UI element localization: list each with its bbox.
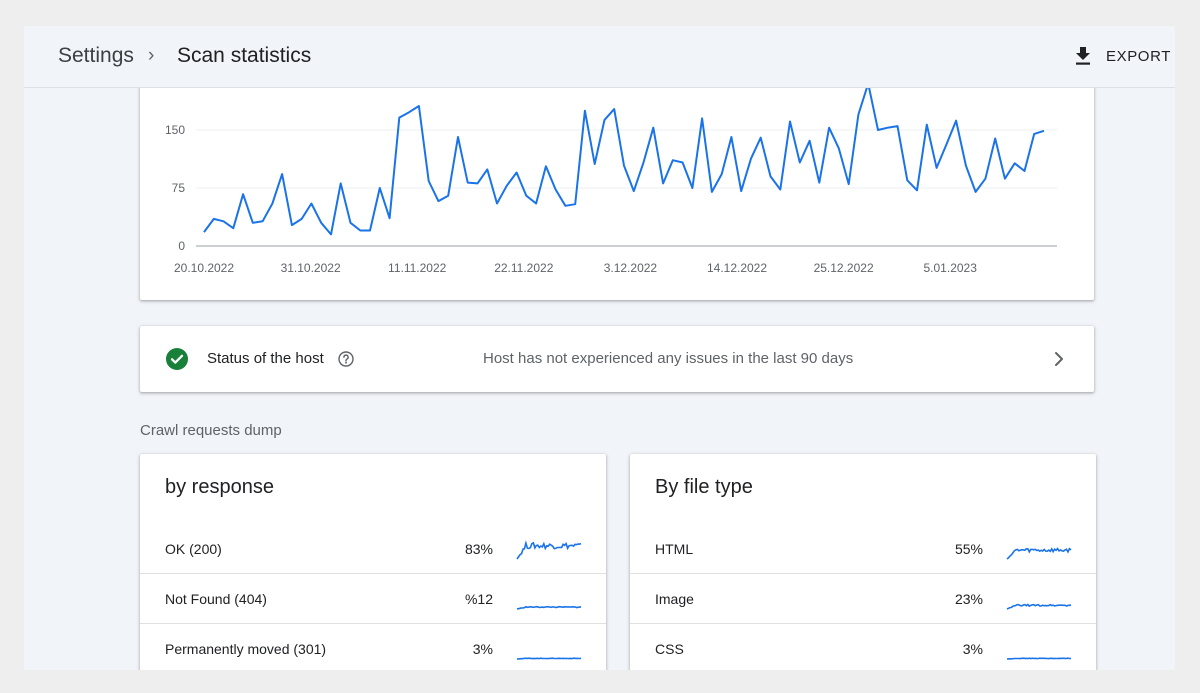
- sparkline-path: [516, 540, 582, 560]
- row-percent: 55%: [954, 541, 983, 557]
- row-percent: 83%: [464, 541, 493, 557]
- y-tick-label: 0: [178, 239, 185, 253]
- table-row[interactable]: Permanently moved (301) 3%: [140, 624, 606, 670]
- row-percent: %12: [464, 591, 493, 607]
- help-icon[interactable]: [338, 351, 354, 367]
- row-label: Not Found (404): [165, 591, 267, 607]
- crawl-requests-line-chart: 0 75 150 20.10.2022 31.10.2022 11.11.2022 22.…: [165, 82, 1057, 275]
- host-status-message: Host has not experienced any issues in t…: [483, 350, 854, 367]
- by-file-type-card: By file type HTML 55% Image 23% CSS 3%: [630, 454, 1096, 670]
- table-row[interactable]: CSS 3%: [630, 624, 1096, 670]
- export-button[interactable]: EXPORT: [1074, 42, 1171, 70]
- scan-statistics-app: Settings › Scan statistics EXPORT 0 75 150…: [24, 26, 1175, 670]
- download-icon: [1075, 47, 1090, 65]
- x-tick-label: 31.10.2022: [281, 261, 341, 275]
- row-label: OK (200): [165, 541, 222, 557]
- sparkline-path: [516, 605, 582, 610]
- export-label: EXPORT: [1105, 47, 1171, 65]
- x-tick-label: 5.01.2023: [924, 261, 978, 275]
- chevron-right-icon: [1055, 352, 1063, 366]
- host-status-card[interactable]: Status of the host Host has not experien…: [140, 326, 1094, 392]
- page-title: Scan statistics: [177, 44, 312, 67]
- sparkline: [516, 657, 582, 660]
- table-row[interactable]: OK (200) 83%: [140, 524, 606, 574]
- sparkline: [516, 605, 582, 610]
- check-circle-icon: [166, 348, 188, 370]
- by-file-type-title: By file type: [655, 476, 753, 498]
- row-percent: 3%: [472, 641, 493, 657]
- table-row[interactable]: HTML 55%: [630, 524, 1096, 574]
- row-percent: 23%: [954, 591, 983, 607]
- chart-series-line: [203, 82, 1045, 236]
- by-response-title: by response: [165, 476, 274, 498]
- sparkline: [1006, 657, 1072, 660]
- sparkline-path: [516, 657, 582, 660]
- x-tick-label: 14.12.2022: [707, 261, 767, 275]
- x-tick-label: 20.10.2022: [174, 261, 234, 275]
- row-label: Permanently moved (301): [165, 641, 327, 657]
- sparkline: [516, 540, 582, 560]
- y-tick-label: 150: [165, 123, 185, 137]
- host-status-label: Status of the host: [207, 350, 324, 367]
- y-tick-label: 75: [172, 181, 186, 195]
- x-tick-label: 22.11.2022: [494, 261, 553, 275]
- x-tick-label: 3.12.2022: [604, 261, 658, 275]
- x-tick-label: 11.11.2022: [388, 261, 447, 275]
- x-tick-label: 25.12.2022: [814, 261, 874, 275]
- sparkline-path: [1006, 657, 1072, 660]
- sparkline: [1006, 547, 1072, 560]
- sparkline-path: [1006, 547, 1072, 560]
- table-row[interactable]: Image 23%: [630, 574, 1096, 624]
- table-row[interactable]: Not Found (404) %12: [140, 574, 606, 624]
- by-response-card: by response OK (200) 83% Not Found (404)…: [140, 454, 606, 670]
- row-label: Image: [655, 591, 694, 607]
- section-label-crawl-requests: Crawl requests dump: [140, 422, 282, 439]
- breadcrumb-settings[interactable]: Settings: [58, 44, 134, 67]
- row-label: CSS: [655, 641, 684, 657]
- sparkline: [1006, 603, 1072, 610]
- sparkline-path: [1006, 603, 1072, 610]
- page-header: Settings › Scan statistics EXPORT: [24, 26, 1175, 88]
- row-percent: 3%: [962, 641, 983, 657]
- breadcrumb-separator: ›: [148, 45, 155, 66]
- row-label: HTML: [655, 541, 694, 557]
